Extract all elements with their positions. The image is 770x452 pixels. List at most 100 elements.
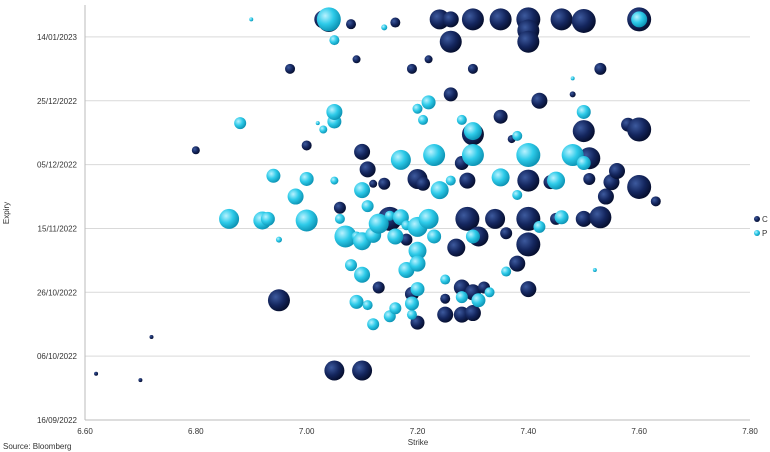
bubble-c bbox=[520, 281, 537, 298]
bubble-p bbox=[287, 188, 304, 205]
bubble-p bbox=[326, 103, 343, 120]
bubble-c bbox=[149, 335, 154, 339]
bubble-p bbox=[421, 95, 436, 110]
bubble-c bbox=[509, 255, 526, 272]
bubble-p bbox=[463, 122, 482, 141]
bubble-p bbox=[406, 309, 417, 320]
bubble-c bbox=[489, 8, 512, 31]
bubble-c bbox=[517, 169, 540, 192]
bubble-c bbox=[493, 109, 508, 124]
bubble-p bbox=[427, 229, 442, 244]
bubble-p bbox=[362, 300, 373, 311]
bubble-c bbox=[459, 172, 476, 189]
bubble-c bbox=[627, 117, 652, 142]
bubble-p bbox=[491, 168, 510, 187]
x-tick-label: 7.20 bbox=[410, 427, 426, 436]
bubble-c bbox=[447, 238, 466, 257]
bubble-c bbox=[285, 63, 296, 74]
bubble-c bbox=[424, 55, 433, 64]
bubble-p bbox=[512, 189, 523, 200]
bubble-p bbox=[484, 287, 495, 298]
y-tick-label: 05/12/2022 bbox=[37, 161, 78, 170]
bubble-p bbox=[430, 181, 449, 200]
bubble-c bbox=[575, 210, 592, 227]
bubble-p bbox=[631, 11, 648, 28]
bubble-c bbox=[485, 208, 506, 229]
bubble-c bbox=[569, 91, 576, 98]
bubble-p bbox=[533, 220, 546, 233]
legend-marker-p bbox=[754, 230, 760, 236]
x-tick-label: 7.80 bbox=[742, 427, 758, 436]
bubble-c bbox=[650, 196, 661, 207]
bubble-p bbox=[456, 114, 467, 125]
bubble-c bbox=[439, 30, 462, 53]
bubble-p bbox=[576, 156, 591, 171]
bubble-c bbox=[301, 140, 312, 151]
bubble-c bbox=[443, 87, 458, 102]
bubble-p bbox=[461, 144, 484, 167]
bubble-c bbox=[467, 63, 478, 74]
bubble-p bbox=[349, 294, 364, 309]
y-tick-label: 15/11/2022 bbox=[38, 224, 78, 233]
bubble-p bbox=[316, 7, 341, 32]
bubble-c bbox=[372, 281, 385, 294]
tick-labels: 16/09/2022 06/10/2022 26/10/2022 15/11/2022… bbox=[37, 33, 758, 436]
bubble-p bbox=[334, 225, 357, 248]
legend: C P bbox=[754, 215, 768, 238]
bubble-c bbox=[352, 360, 373, 381]
y-tick-label: 14/01/2023 bbox=[37, 33, 78, 42]
bubble-p bbox=[354, 266, 371, 283]
bubble-p bbox=[512, 130, 523, 141]
bubble-c bbox=[517, 30, 540, 53]
bubble-p bbox=[266, 168, 281, 183]
bubble-p bbox=[570, 76, 575, 81]
bubble-c bbox=[437, 306, 454, 323]
legend-marker-c bbox=[754, 216, 760, 222]
y-tick-label: 25/12/2022 bbox=[37, 97, 78, 106]
bubble-c bbox=[440, 293, 451, 304]
bubble-c bbox=[352, 55, 361, 64]
bubble-c bbox=[500, 227, 513, 240]
bubble-c bbox=[94, 371, 99, 376]
bubble-p bbox=[389, 302, 402, 315]
bubble-c bbox=[442, 11, 459, 28]
bubble-p bbox=[412, 103, 423, 114]
bubble-p bbox=[384, 210, 395, 221]
bubble-p bbox=[440, 274, 451, 285]
bubbles bbox=[94, 7, 661, 383]
bubble-c bbox=[416, 176, 431, 191]
bubble-p bbox=[275, 236, 282, 243]
bubble-p bbox=[404, 296, 419, 311]
bubble-c bbox=[191, 146, 200, 155]
bubble-c bbox=[609, 163, 625, 179]
bubble-c bbox=[627, 174, 652, 199]
x-tick-label: 6.80 bbox=[188, 427, 204, 436]
bubble-p bbox=[330, 176, 339, 185]
bubble-c bbox=[589, 206, 612, 229]
bubble-c bbox=[550, 8, 573, 31]
bubble-c bbox=[400, 233, 413, 246]
bubble-c bbox=[406, 63, 417, 74]
bubble-p bbox=[418, 208, 439, 229]
bubble-p bbox=[387, 228, 404, 245]
x-tick-label: 7.40 bbox=[521, 427, 537, 436]
bubble-c bbox=[346, 19, 356, 30]
bubble-c bbox=[571, 8, 596, 33]
bubble-p bbox=[576, 104, 591, 119]
bubble-p bbox=[368, 213, 389, 234]
bubble-p bbox=[390, 149, 411, 170]
bubble-p bbox=[295, 209, 318, 232]
bubble-p bbox=[471, 293, 486, 308]
x-tick-label: 7.00 bbox=[299, 427, 315, 436]
y-axis-title: Expiry bbox=[2, 202, 11, 224]
bubble-p bbox=[234, 117, 247, 130]
bubble-p bbox=[329, 35, 340, 46]
bubble-c bbox=[333, 201, 346, 214]
bubble-c bbox=[369, 179, 378, 188]
bubble-p bbox=[592, 267, 597, 272]
bubble-p bbox=[315, 121, 320, 126]
bubble-p bbox=[361, 200, 374, 213]
bubble-c bbox=[572, 120, 595, 143]
bubble-c bbox=[516, 232, 541, 257]
bubble-p bbox=[554, 210, 569, 225]
